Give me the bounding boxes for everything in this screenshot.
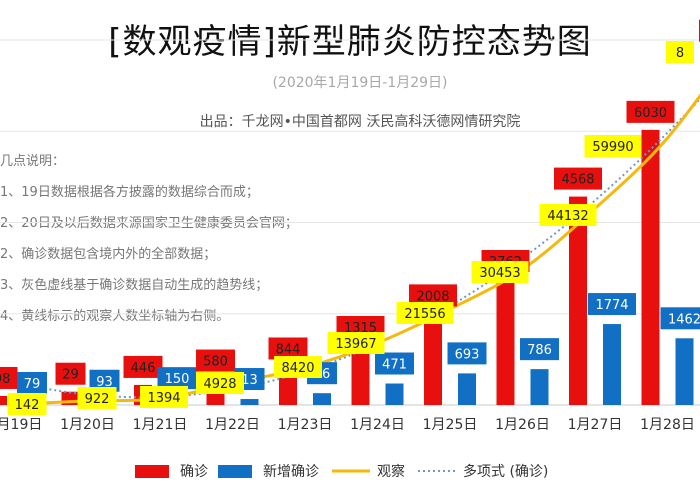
bar-new-confirmed — [313, 393, 331, 405]
note-item: 1、19日数据根据各方披露的数据综合而成； — [0, 185, 259, 200]
label-confirmed: 844 — [276, 342, 301, 357]
label-new-confirmed-box — [17, 372, 47, 394]
label-observation: 922 — [85, 392, 110, 407]
label-new-confirmed: 693 — [455, 347, 480, 362]
label-confirmed: 6030 — [634, 106, 667, 121]
notes-title: 几点说明： — [0, 154, 66, 169]
label-new-confirmed: 79 — [24, 377, 41, 392]
label-new-confirmed-box — [447, 342, 487, 365]
label-confirmed: 198 — [0, 372, 10, 387]
legend-label: 多项式 (确诊) — [463, 463, 548, 480]
bar-confirmed — [351, 345, 370, 405]
label-confirmed-box — [626, 100, 675, 123]
label-observation: 30453 — [479, 266, 520, 281]
label-observation-box — [471, 261, 529, 283]
label-new-confirmed: 1462 — [668, 312, 700, 327]
label-new-confirmed: 1774 — [595, 298, 628, 313]
label-observation-box — [7, 393, 47, 415]
label-new-confirmed-box — [660, 307, 700, 330]
label-observation-box — [327, 332, 385, 354]
label-observation-box — [196, 372, 244, 394]
legend-swatch — [135, 465, 169, 478]
notes-block: 几点说明： 1、19日数据根据各方披露的数据综合而成； 2、20日及以后数据来源… — [0, 150, 298, 336]
label-new-confirmed: 786 — [527, 343, 552, 358]
label-confirmed: 2008 — [416, 289, 449, 304]
label-observation-box — [396, 302, 454, 324]
x-tick-label: 1月27日 — [568, 417, 623, 433]
note-item: 2、20日及以后数据来源国家卫生健康委员会官网； — [0, 216, 298, 231]
label-observation-box — [539, 204, 597, 226]
x-tick-label: 1月28日 — [640, 417, 695, 433]
label-new-confirmed-box — [375, 352, 414, 375]
label-confirmed: 29 — [62, 368, 79, 383]
legend-label: 观察 — [377, 463, 405, 480]
x-tick-label: 1月19日 — [0, 417, 42, 433]
x-tick-label: 1月23日 — [278, 417, 333, 433]
label-observation: 59990 — [592, 140, 633, 155]
label-observation: 1394 — [147, 391, 180, 406]
x-tick-label: 1月24日 — [350, 417, 405, 433]
label-new-confirmed-box — [89, 369, 120, 392]
label-observation: 142 — [15, 398, 40, 413]
label-observation-box — [584, 135, 642, 157]
label-observation: 4928 — [203, 377, 236, 392]
legend-swatch — [218, 465, 252, 478]
bar-confirmed — [424, 313, 442, 405]
label-observation: 44132 — [547, 209, 588, 224]
label-confirmed-box — [554, 167, 602, 190]
bar-new-confirmed — [603, 324, 621, 405]
x-tick-label: 1月26日 — [495, 417, 550, 433]
bar-confirmed — [496, 278, 515, 405]
bar-new-confirmed — [240, 399, 259, 405]
x-tick-label: 1月25日 — [423, 417, 478, 433]
label-observation-box — [77, 387, 117, 409]
label-confirmed-box — [409, 284, 457, 307]
label-new-confirmed: 13 — [241, 373, 258, 388]
label-observation-box — [666, 41, 694, 63]
label-confirmed-box — [123, 355, 163, 378]
bar-confirmed — [641, 129, 660, 405]
label-confirmed-box — [0, 366, 18, 389]
label-observation: 8 — [676, 46, 684, 61]
label-observation: 21556 — [404, 307, 445, 322]
label-observation: 8420 — [281, 361, 314, 376]
label-confirmed-box — [196, 349, 235, 372]
bar-new-confirmed — [385, 383, 404, 405]
label-confirmed: 4568 — [561, 173, 594, 188]
label-new-confirmed: 471 — [382, 358, 407, 373]
chart-source: 出品：千龙网•中国首都网 沃民高科沃德网情研究院 — [199, 114, 521, 130]
bar-confirmed — [569, 196, 587, 405]
x-tick-label: 1月21日 — [133, 417, 188, 433]
bar-new-confirmed — [675, 338, 694, 405]
bar-confirmed — [0, 395, 7, 405]
chart-title: [数观疫情]新型肺炎防控态势图 — [108, 22, 592, 62]
label-new-confirmed: 93 — [96, 375, 113, 390]
label-observation: 13967 — [335, 337, 376, 352]
label-new-confirmed-box — [520, 338, 559, 361]
label-confirmed: 446 — [131, 361, 156, 376]
label-confirmed-box — [268, 337, 308, 360]
legend-label: 新增确诊 — [263, 464, 319, 480]
label-new-confirmed: 150 — [165, 372, 190, 387]
label-confirmed: 580 — [203, 355, 228, 370]
legend-label: 确诊 — [180, 464, 208, 480]
chart-subtitle: (2020年1月19日-1月29日) — [272, 75, 448, 91]
label-new-confirmed-box — [157, 367, 197, 390]
note-item: 3、灰色虚线基于确诊数据自动生成的趋势线； — [0, 278, 269, 293]
bar-new-confirmed — [530, 369, 549, 405]
label-observation-box — [140, 386, 188, 408]
label-observation-box — [274, 356, 322, 378]
note-item: 4、黄线标示的观察人数坐标轴为右侧。 — [0, 309, 230, 324]
note-item: 2、确诊数据包含境内外的全部数据； — [0, 247, 217, 262]
x-tick-label: 1月22日 — [205, 417, 260, 433]
label-confirmed-box — [55, 362, 86, 385]
x-tick-label: 1月20日 — [60, 417, 115, 433]
label-new-confirmed-box — [588, 293, 636, 316]
bar-new-confirmed — [458, 373, 476, 405]
